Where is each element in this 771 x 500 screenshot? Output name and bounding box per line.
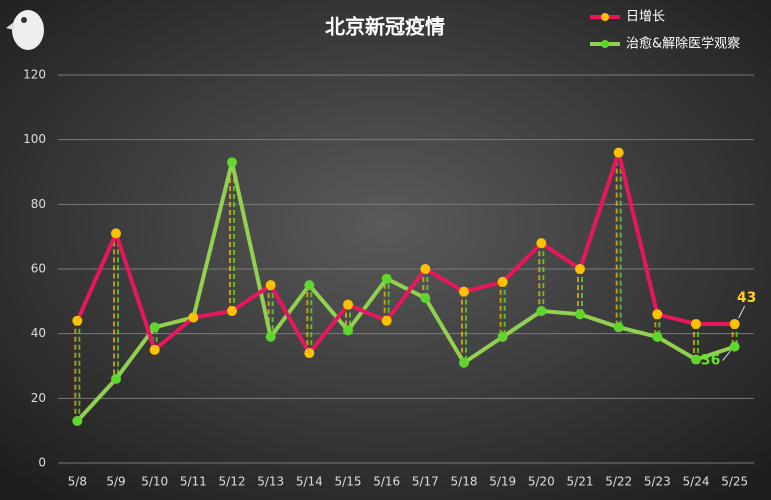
- legend-label: 日增长: [626, 10, 665, 25]
- point: [536, 238, 547, 249]
- point: [652, 331, 663, 342]
- point: [575, 309, 585, 320]
- point: [343, 299, 353, 310]
- point: [536, 306, 547, 317]
- x-tick-label: 5/11: [180, 475, 207, 489]
- point: [691, 354, 701, 365]
- point: [381, 273, 392, 284]
- point: [652, 309, 663, 320]
- point: [72, 315, 83, 326]
- legend-marker: [601, 13, 609, 21]
- y-tick-label: 0: [38, 456, 46, 470]
- x-tick-label: 5/12: [219, 475, 246, 489]
- series-line: [75, 150, 735, 356]
- series-line: [75, 160, 736, 423]
- x-tick-label: 5/18: [451, 475, 478, 489]
- label-leader: [738, 305, 746, 319]
- point: [265, 331, 276, 342]
- point: [304, 280, 315, 291]
- y-tick-label: 80: [31, 197, 46, 211]
- value-label: 43: [737, 290, 756, 306]
- legend-label: 治愈&解除医学观察: [626, 36, 740, 52]
- x-tick-label: 5/24: [683, 475, 710, 489]
- x-tick-label: 5/19: [489, 475, 516, 489]
- point: [613, 322, 624, 333]
- point: [149, 344, 160, 355]
- x-tick-label: 5/23: [644, 475, 671, 489]
- y-tick-label: 40: [31, 326, 46, 340]
- point: [459, 357, 469, 368]
- point: [227, 306, 237, 317]
- logo: [6, 10, 44, 50]
- point: [111, 373, 121, 384]
- value-label: 36: [701, 353, 720, 369]
- y-tick-label: 100: [23, 132, 46, 146]
- x-tick-label: 5/13: [257, 475, 284, 489]
- point: [149, 322, 160, 333]
- point: [459, 286, 469, 297]
- point: [304, 348, 315, 359]
- label-leader: [722, 350, 732, 361]
- y-tick-label: 20: [31, 391, 46, 405]
- y-tick-label: 60: [31, 262, 46, 276]
- point: [729, 341, 740, 352]
- point: [420, 264, 431, 274]
- x-tick-label: 5/14: [296, 475, 323, 489]
- point: [613, 147, 624, 158]
- point: [265, 280, 276, 291]
- point: [420, 293, 431, 304]
- point: [497, 276, 508, 287]
- x-tick-label: 5/16: [373, 475, 400, 489]
- point: [497, 331, 508, 342]
- x-tick-label: 5/15: [335, 475, 362, 489]
- x-tick-label: 5/8: [68, 475, 87, 489]
- point: [188, 312, 199, 323]
- x-tick-label: 5/20: [528, 475, 555, 489]
- point: [72, 415, 83, 426]
- chart-title: 北京新冠疫情: [325, 15, 445, 39]
- x-tick-label: 5/10: [141, 475, 168, 489]
- point: [575, 264, 585, 274]
- x-tick-label: 5/21: [567, 475, 594, 489]
- point: [111, 228, 121, 239]
- y-tick-label: 120: [23, 68, 46, 82]
- point: [343, 325, 353, 336]
- x-tick-label: 5/9: [106, 475, 125, 489]
- x-tick-label: 5/25: [721, 475, 748, 489]
- legend-marker: [601, 40, 609, 48]
- point: [381, 315, 392, 326]
- point: [729, 318, 740, 329]
- x-tick-label: 5/17: [412, 475, 439, 489]
- point: [227, 157, 237, 168]
- point: [691, 318, 701, 329]
- x-tick-label: 5/22: [605, 475, 632, 489]
